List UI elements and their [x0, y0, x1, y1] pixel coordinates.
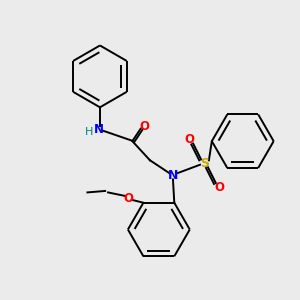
Text: O: O	[140, 120, 150, 133]
Text: H: H	[85, 127, 93, 137]
Text: N: N	[94, 123, 103, 136]
Text: S: S	[200, 157, 209, 170]
Text: N: N	[168, 169, 179, 182]
Text: O: O	[124, 192, 134, 205]
Text: O: O	[184, 133, 194, 146]
Text: O: O	[215, 181, 225, 194]
